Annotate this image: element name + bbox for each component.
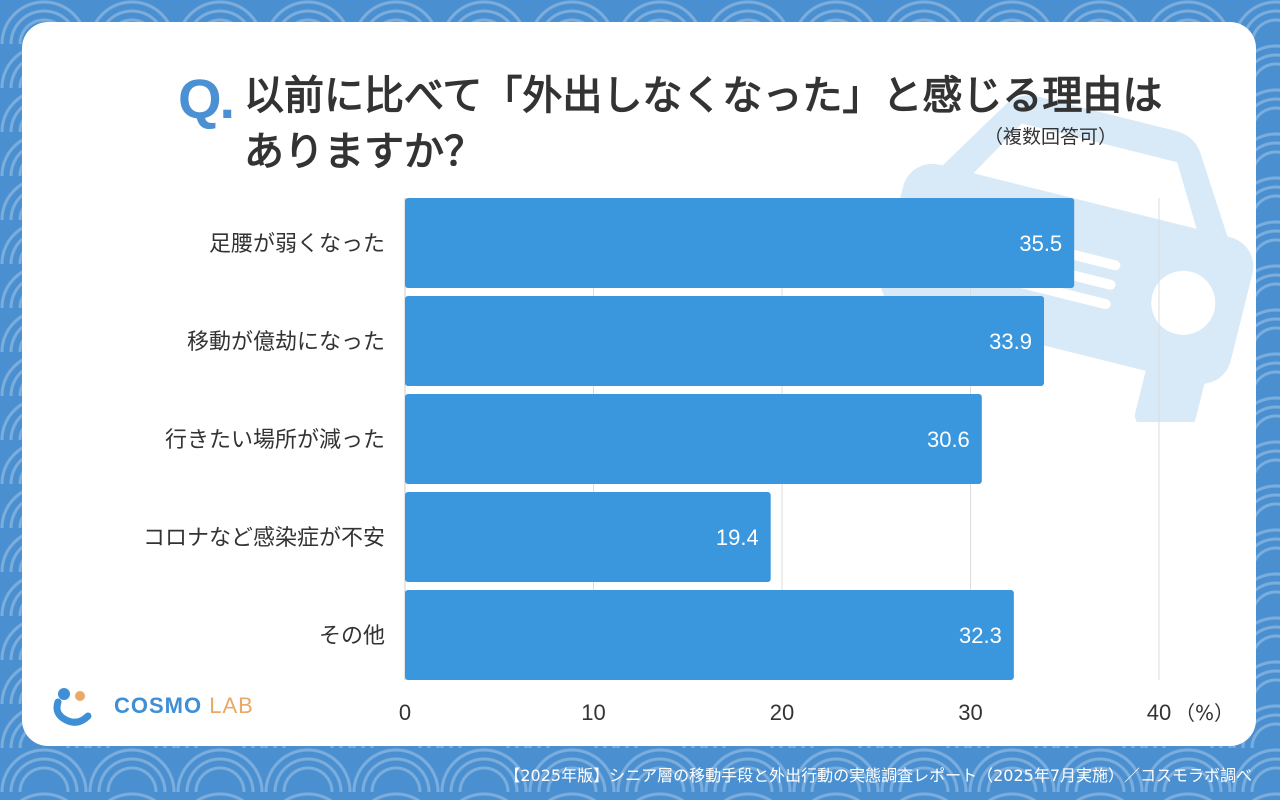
footer-source: 【2025年版】シニア層の移動手段と外出行動の実態調査レポート（2025年7月実… bbox=[504, 766, 1252, 785]
tick-label: 30 bbox=[958, 700, 982, 725]
category-label: コロナなど感染症が不安 bbox=[143, 526, 385, 551]
data-label: 32.3 bbox=[959, 623, 1002, 648]
question-text: 以前に比べて「外出しなくなった」と感じる理由はありますか？ bbox=[244, 73, 1163, 175]
logo-icon bbox=[53, 688, 92, 726]
bar bbox=[405, 198, 1075, 288]
bar bbox=[405, 590, 1014, 680]
bar bbox=[405, 394, 982, 484]
question-note: （複数回答可） bbox=[984, 126, 1118, 148]
data-label: 33.9 bbox=[989, 329, 1032, 354]
bar bbox=[405, 296, 1045, 386]
cosmo-lab-logo: COSMO LAB bbox=[50, 686, 254, 726]
tick-label: 40 bbox=[1147, 700, 1171, 725]
data-label: 35.5 bbox=[1019, 231, 1062, 256]
unit-label: （%） bbox=[1175, 701, 1234, 725]
logo-wordmark: COSMO LAB bbox=[114, 693, 254, 718]
tick-label: 10 bbox=[581, 700, 605, 725]
category-label: 移動が億劫になった bbox=[187, 330, 385, 355]
chart-card: Q. 以前に比べて「外出しなくなった」と感じる理由はありますか？ （複数回答可）… bbox=[22, 22, 1256, 746]
category-label: 足腰が弱くなった bbox=[209, 232, 385, 257]
question-mark: Q. bbox=[178, 67, 235, 130]
category-label: その他 bbox=[319, 624, 385, 649]
bar bbox=[405, 492, 771, 582]
category-label: 行きたい場所が減った bbox=[165, 428, 385, 453]
tick-label: 0 bbox=[399, 700, 411, 725]
data-label: 19.4 bbox=[716, 525, 759, 550]
bar-chart: 35.5 足腰が弱くなった 33.9 移動が億劫になった 30.6 行きたい場所が減った 1… bbox=[143, 198, 1234, 725]
tick-label: 20 bbox=[770, 700, 794, 725]
data-label: 30.6 bbox=[927, 427, 970, 452]
